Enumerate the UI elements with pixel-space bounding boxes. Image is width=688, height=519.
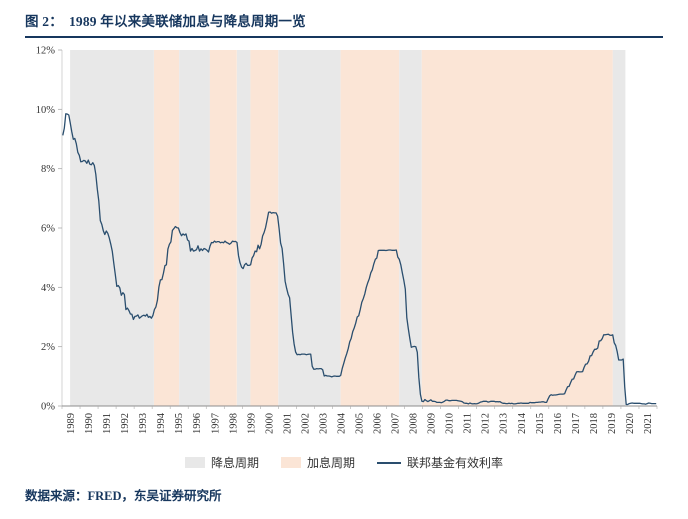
x-tick-label: 2016 — [553, 413, 564, 434]
y-tick-label: 10% — [36, 105, 56, 116]
x-tick-label: 2020 — [625, 413, 636, 434]
legend-label: 加息周期 — [306, 456, 355, 470]
rate-cut-cycle-band — [179, 50, 210, 406]
rate-hike-cycle-band — [421, 50, 613, 406]
x-tick-label: 1996 — [192, 413, 203, 434]
y-tick-label: 0% — [41, 402, 55, 413]
x-tick-label: 1992 — [120, 413, 131, 434]
rate-cut-swatch — [184, 457, 205, 468]
x-tick-label: 2001 — [282, 413, 293, 434]
rate-cut-cycle-band — [612, 50, 626, 406]
x-tick-label: 2011 — [463, 413, 474, 434]
x-tick-label: 1993 — [138, 413, 149, 434]
legend-item-cut-cycle: 降息周期 — [184, 454, 259, 471]
rate-cut-cycle-band — [399, 50, 422, 406]
x-tick-label: 2018 — [589, 413, 600, 434]
x-tick-label: 1995 — [174, 413, 185, 434]
fed-funds-rate-line — [62, 113, 657, 406]
x-tick-label: 2015 — [535, 413, 546, 434]
rate-hike-cycle-band — [209, 50, 237, 406]
rate-hike-cycle-band — [154, 50, 180, 406]
header-rule — [25, 36, 663, 38]
y-tick-label: 2% — [41, 342, 55, 353]
x-tick-label: 2005 — [355, 413, 366, 434]
rate-hike-cycle-band — [250, 50, 279, 406]
legend-label: 降息周期 — [210, 456, 259, 470]
y-tick-label: 12% — [36, 46, 56, 57]
y-tick-label: 8% — [41, 164, 55, 175]
legend-item-hike-cycle: 加息周期 — [280, 454, 355, 471]
line-swatch — [377, 461, 401, 464]
x-tick-label: 2019 — [607, 413, 618, 434]
x-tick-label: 1989 — [66, 413, 77, 434]
x-tick-label: 2002 — [300, 413, 311, 434]
chart-legend: 降息周期 加息周期 联邦基金有效利率 — [0, 454, 688, 471]
x-tick-label: 2010 — [445, 413, 456, 434]
legend-label: 联邦基金有效利率 — [407, 456, 504, 470]
x-tick-label: 2021 — [643, 413, 654, 434]
figure-label: 图 2： — [25, 14, 63, 29]
fed-funds-rate-chart: 0% 2% 4% 6% 8% 10% 12% 1989 1990 1991 1992 1993 1994… — [36, 46, 658, 434]
x-tick-label: 1991 — [102, 413, 113, 434]
figure-header: 图 2： 1989 年以来美联储加息与降息周期一览 — [0, 0, 688, 38]
rate-cut-cycle-band — [278, 50, 341, 406]
x-tick-label: 2012 — [481, 413, 492, 434]
rate-hike-swatch — [280, 457, 301, 468]
x-tick-label: 1990 — [84, 413, 95, 434]
x-tick-label: 2000 — [264, 413, 275, 434]
chart-area: 0% 2% 4% 6% 8% 10% 12% 1989 1990 1991 1992 1993 1994… — [0, 40, 688, 452]
x-tick-label: 2008 — [409, 413, 420, 434]
legend-item-rate-line: 联邦基金有效利率 — [377, 454, 503, 471]
x-tick-label: 2009 — [427, 413, 438, 434]
x-tick-label: 2014 — [517, 412, 528, 434]
figure-title-text: 1989 年以来美联储加息与降息周期一览 — [68, 14, 306, 29]
x-tick-label: 2017 — [571, 413, 582, 434]
y-tick-label: 6% — [41, 224, 55, 235]
data-source: 数据来源：FRED，东吴证券研究所 — [25, 489, 222, 503]
x-tick-label: 2013 — [499, 413, 510, 434]
x-tick-label: 2003 — [318, 413, 329, 434]
x-tick-label: 2004 — [336, 412, 347, 434]
x-tick-label: 1998 — [228, 413, 239, 434]
x-tick-label: 1994 — [156, 412, 167, 434]
rate-hike-cycle-band — [340, 50, 400, 406]
x-tick-label: 2007 — [391, 413, 402, 434]
x-tick-label: 1997 — [210, 413, 221, 434]
y-tick-label: 4% — [41, 283, 55, 294]
x-tick-label: 2006 — [373, 413, 384, 434]
rate-cut-cycle-band — [236, 50, 251, 406]
figure-title: 图 2： 1989 年以来美联储加息与降息周期一览 — [25, 10, 663, 30]
x-tick-label: 1999 — [246, 413, 257, 434]
rate-cut-cycle-band — [70, 50, 154, 406]
